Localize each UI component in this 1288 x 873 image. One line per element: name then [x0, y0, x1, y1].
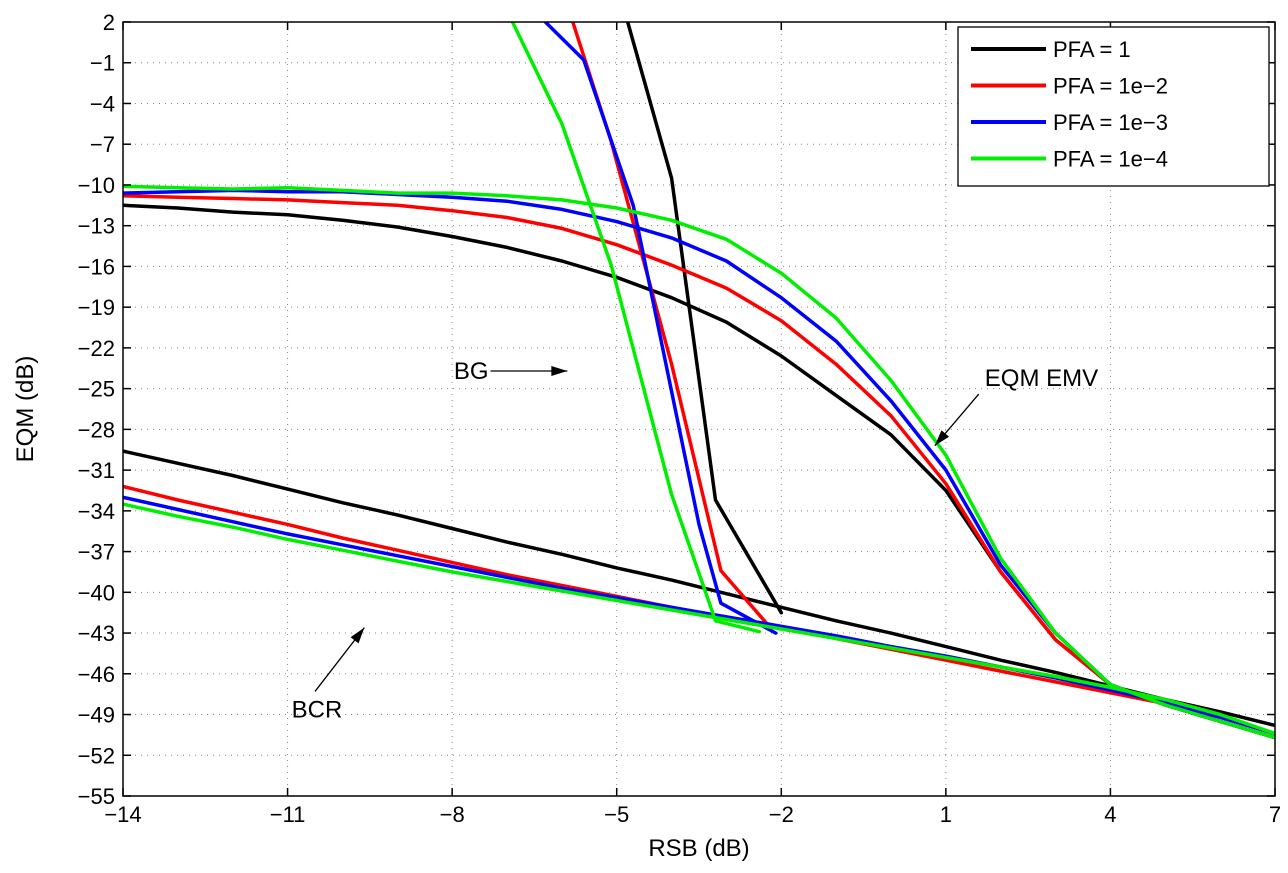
legend-entry-label: PFA = 1e−3 [1053, 110, 1168, 135]
legend-entry-label: PFA = 1e−4 [1053, 147, 1168, 172]
y-tick-label: −52 [78, 743, 115, 768]
legend-entry-label: PFA = 1 [1053, 37, 1131, 62]
series-line-4-bcr [123, 502, 1275, 736]
y-tick-label: −49 [78, 703, 115, 728]
x-tick-label: −8 [440, 802, 465, 827]
y-tick-label: −28 [78, 417, 115, 442]
y-tick-label: −22 [78, 336, 115, 361]
y-tick-label: 2 [103, 10, 115, 35]
y-tick-label: −1 [90, 51, 115, 76]
series-line-4-eqm-emv [123, 184, 1275, 740]
legend-entry-label: PFA = 1e−2 [1053, 74, 1168, 99]
y-tick-label: −46 [78, 662, 115, 687]
y-tick-label: −16 [78, 254, 115, 279]
series-line-3-bcr [123, 495, 1275, 736]
y-tick-label: −34 [78, 499, 115, 524]
y-tick-label: −40 [78, 580, 115, 605]
y-tick-label: −55 [78, 784, 115, 809]
y-tick-label: −25 [78, 377, 115, 402]
x-tick-label: −2 [769, 802, 794, 827]
x-tick-label: 4 [1104, 802, 1116, 827]
x-tick-label: 1 [940, 802, 952, 827]
series-line-3-eqm-emv [123, 188, 1275, 740]
x-axis-title: RSB (dB) [648, 835, 749, 862]
annotations: BG EQM EMV BCR [292, 358, 1098, 723]
legend: PFA = 1 PFA = 1e−2 PFA = 1e−3 PFA = 1e−4 [957, 26, 1270, 187]
y-tick-label: −37 [78, 540, 115, 565]
series-line-1-bg [625, 22, 784, 615]
series-lines [123, 22, 1275, 740]
series-line-1-bcr [123, 449, 1275, 728]
grid [122, 21, 1276, 797]
series-line-4-bg [510, 22, 762, 634]
annotation-arrow-head [934, 430, 950, 446]
series-line-2-eqm-emv [123, 194, 1275, 740]
y-tick-label: −4 [90, 91, 115, 116]
x-tick-label: 7 [1269, 802, 1281, 827]
x-tick-label: −5 [604, 802, 629, 827]
series-line-3-bg [543, 22, 778, 635]
annotation-label: EQM EMV [985, 365, 1098, 392]
y-tick-label: −19 [78, 295, 115, 320]
plot-frame [122, 21, 1276, 797]
y-tick-label: −13 [78, 214, 115, 239]
x-tick-label: −14 [104, 802, 141, 827]
axis-ticks: −14 −11 −8 −5 −2 1 4 7 2 −1 −4 −7 −10 −13 −16 −19 −22 −25… [78, 10, 1281, 827]
y-tick-label: −31 [78, 458, 115, 483]
annotation-arrow-head [551, 365, 568, 376]
annotation-arrow-head [350, 627, 365, 644]
y-tick-label: −43 [78, 621, 115, 646]
y-tick-label: −7 [90, 132, 115, 157]
annotation-label: BG [454, 358, 489, 385]
annotation-label: BCR [292, 696, 343, 723]
y-axis-title: EQM (dB) [12, 356, 39, 463]
x-tick-label: −11 [270, 802, 306, 827]
y-tick-label: −10 [78, 173, 115, 198]
